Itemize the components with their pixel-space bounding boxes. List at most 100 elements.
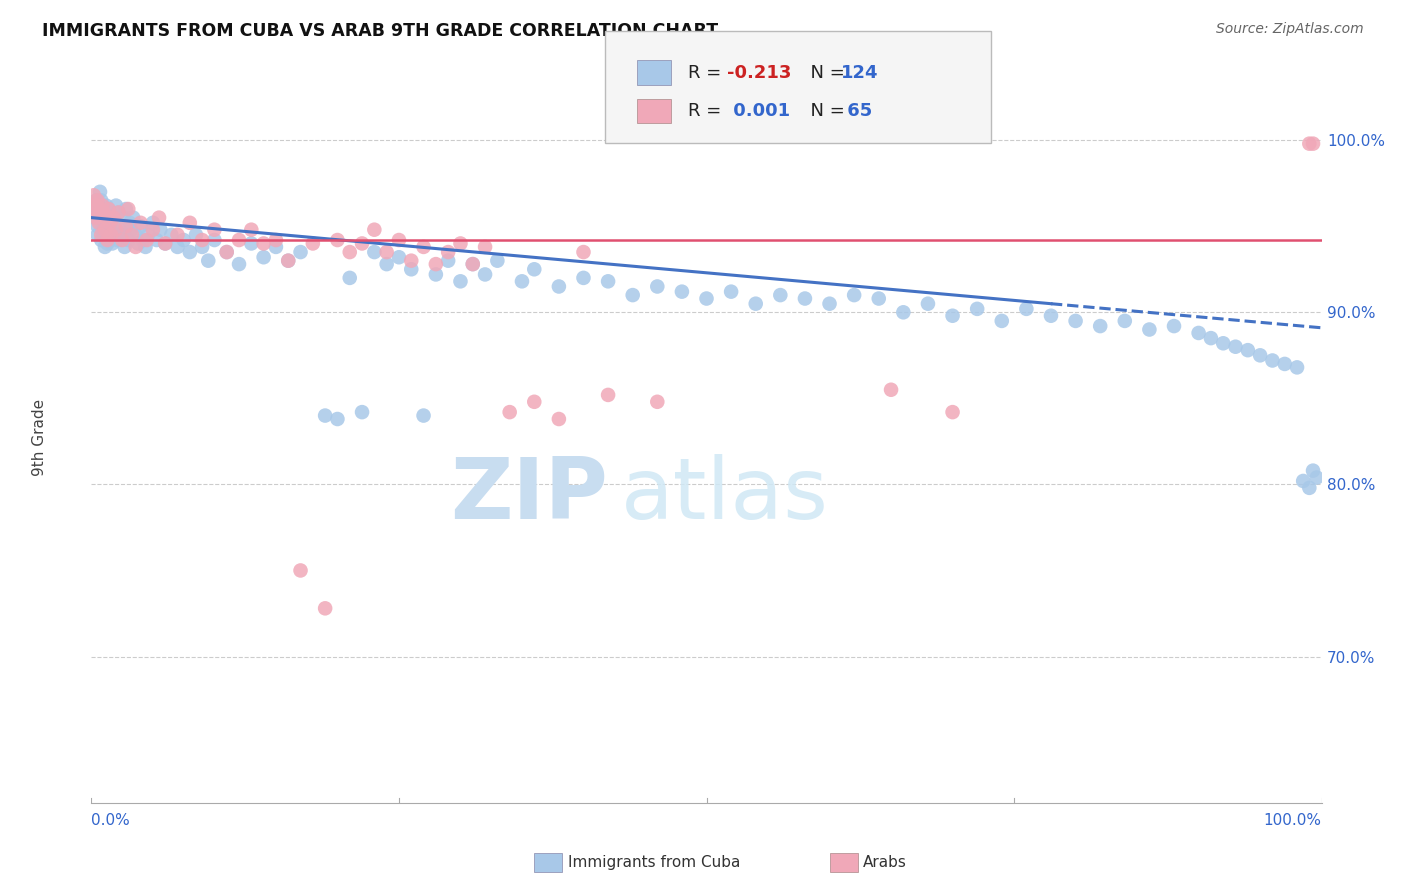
Point	[1088, 319, 1111, 334]
Text: 0.001: 0.001	[727, 103, 790, 120]
Point	[314, 601, 336, 615]
Point	[184, 227, 207, 242]
Point	[105, 223, 127, 237]
Point	[326, 412, 349, 426]
Point	[149, 223, 172, 237]
Point	[363, 245, 385, 260]
Point	[314, 409, 336, 423]
Point	[449, 274, 471, 288]
Point	[111, 227, 134, 242]
Point	[93, 227, 115, 242]
Point	[769, 288, 792, 302]
Point	[1064, 314, 1087, 328]
Point	[191, 233, 214, 247]
Point	[84, 211, 107, 225]
Point	[103, 211, 125, 225]
Point	[166, 227, 188, 242]
Point	[277, 253, 299, 268]
Text: -0.213: -0.213	[727, 64, 792, 82]
Point	[352, 405, 374, 419]
Point	[215, 245, 238, 260]
Point	[412, 409, 434, 423]
Point	[326, 233, 349, 247]
Point	[1302, 464, 1324, 478]
Point	[645, 279, 669, 293]
Point	[1298, 136, 1320, 151]
Point	[87, 216, 110, 230]
Point	[253, 250, 276, 264]
Point	[891, 305, 914, 319]
Text: 124: 124	[841, 64, 879, 82]
Point	[89, 216, 111, 230]
Point	[793, 292, 815, 306]
Point	[301, 236, 323, 251]
Point	[240, 223, 263, 237]
Point	[498, 405, 520, 419]
Point	[97, 202, 120, 216]
Point	[117, 233, 139, 247]
Point	[486, 253, 509, 268]
Text: ZIP: ZIP	[450, 454, 607, 537]
Point	[96, 236, 118, 251]
Point	[90, 194, 112, 208]
Point	[127, 236, 149, 251]
Point	[160, 227, 183, 242]
Point	[474, 268, 496, 282]
Point	[105, 198, 127, 212]
Point	[510, 274, 533, 288]
Point	[474, 240, 496, 254]
Point	[1285, 360, 1308, 375]
Text: R =: R =	[688, 103, 727, 120]
Point	[101, 236, 124, 251]
Point	[339, 245, 361, 260]
Point	[412, 240, 434, 254]
Point	[1237, 343, 1260, 358]
Point	[917, 296, 939, 310]
Point	[399, 253, 422, 268]
Point	[105, 233, 128, 247]
Point	[86, 198, 108, 212]
Point	[91, 205, 114, 219]
Point	[880, 383, 903, 397]
Point	[437, 245, 460, 260]
Point	[142, 216, 165, 230]
Text: 65: 65	[841, 103, 872, 120]
Point	[596, 388, 619, 402]
Point	[818, 296, 841, 310]
Point	[179, 216, 201, 230]
Point	[103, 211, 125, 225]
Text: atlas: atlas	[620, 454, 828, 537]
Point	[96, 233, 118, 247]
Point	[388, 250, 411, 264]
Point	[425, 257, 447, 271]
Text: R =: R =	[688, 64, 727, 82]
Point	[1292, 474, 1315, 488]
Point	[264, 240, 287, 254]
Point	[339, 271, 361, 285]
Point	[108, 223, 131, 237]
Point	[1114, 314, 1136, 328]
Point	[596, 274, 619, 288]
Point	[135, 233, 157, 247]
Point	[720, 285, 742, 299]
Point	[1163, 319, 1185, 334]
Point	[91, 198, 114, 212]
Point	[107, 205, 129, 219]
Point	[461, 257, 484, 271]
Point	[179, 245, 201, 260]
Point	[277, 253, 299, 268]
Point	[93, 202, 115, 216]
Point	[1298, 481, 1320, 495]
Point	[375, 257, 398, 271]
Point	[173, 233, 195, 247]
Point	[572, 271, 595, 285]
Text: 9th Grade: 9th Grade	[32, 399, 48, 475]
Point	[96, 198, 117, 212]
Point	[83, 188, 105, 202]
Point	[1199, 331, 1222, 345]
Point	[966, 301, 988, 316]
Point	[86, 211, 108, 225]
Point	[449, 236, 471, 251]
Point	[1305, 470, 1327, 484]
Point	[215, 245, 238, 260]
